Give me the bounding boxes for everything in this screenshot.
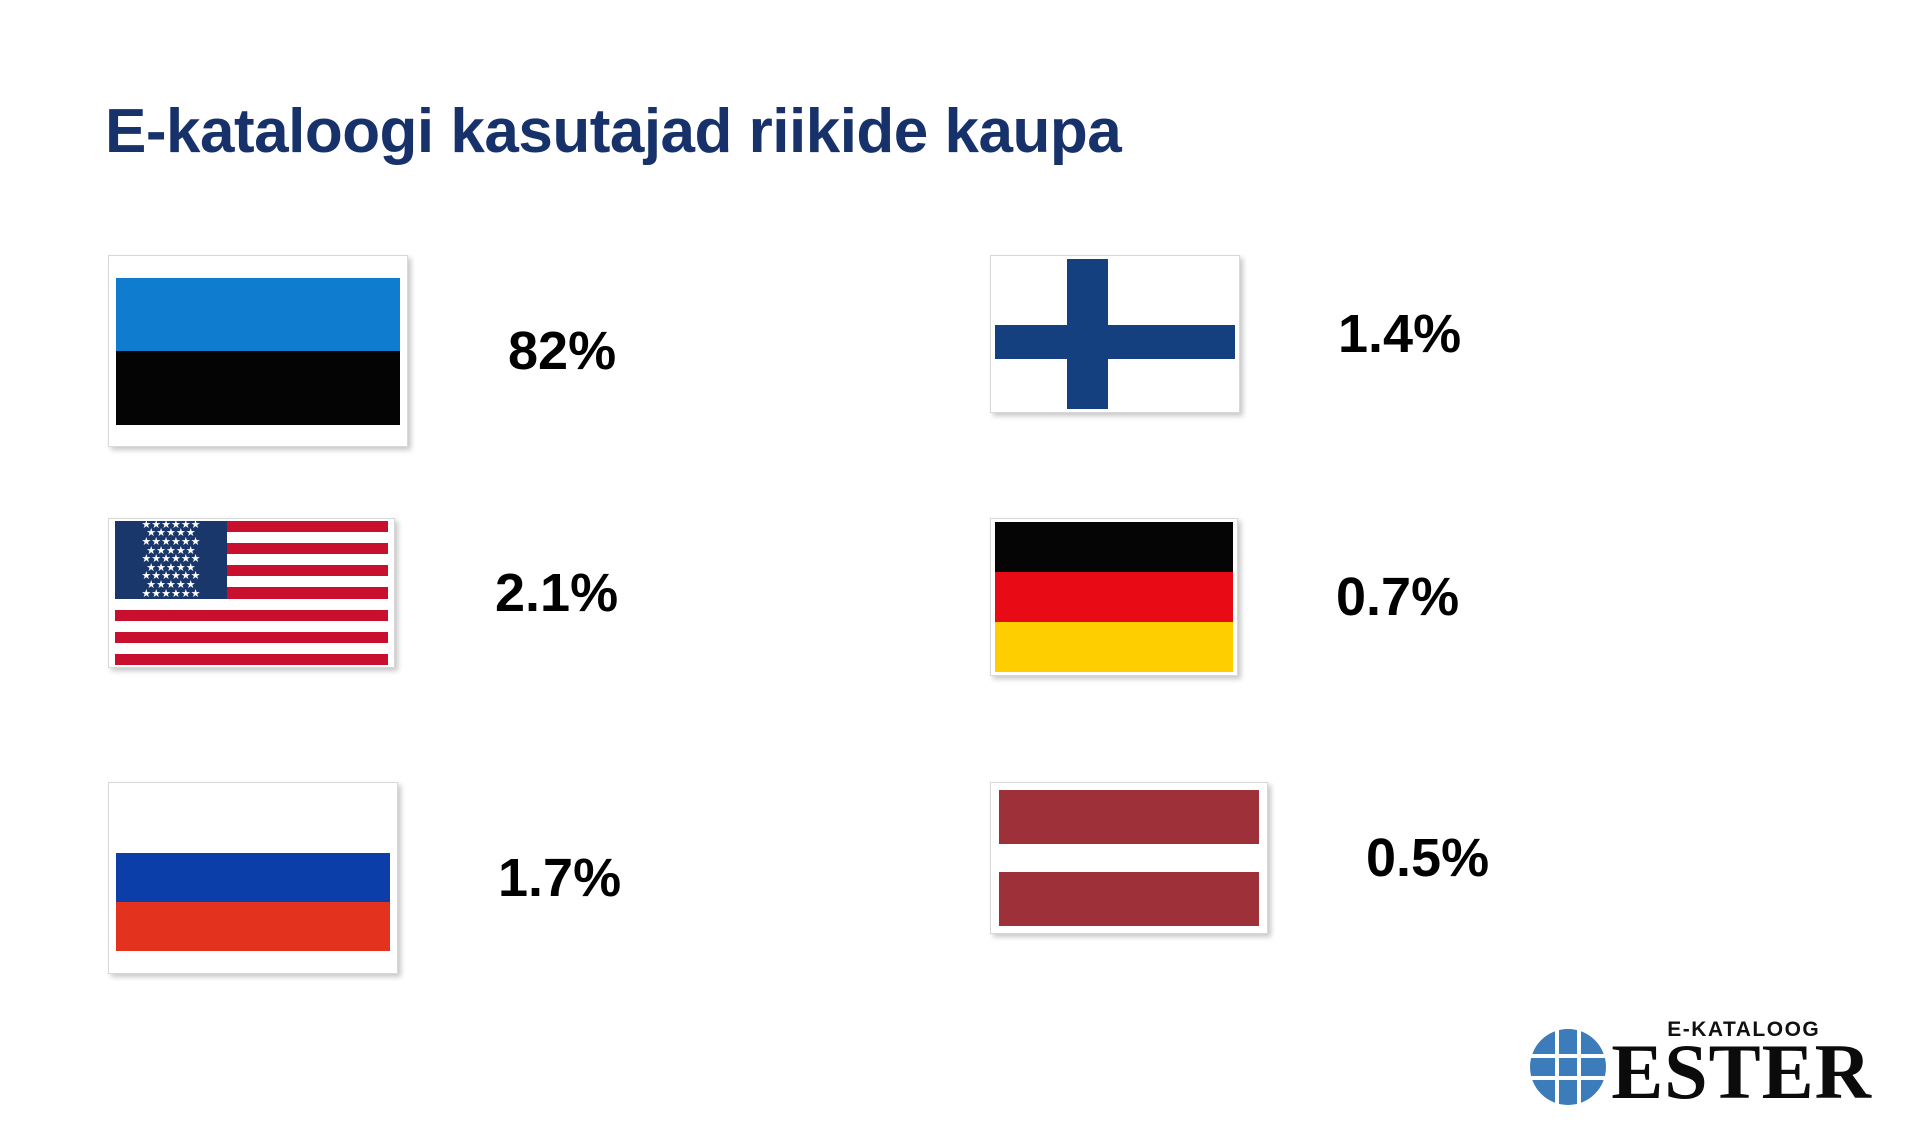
page-title: E-kataloogi kasutajad riikide kaupa [105, 97, 1122, 166]
percent-germany: 0.7% [1336, 567, 1460, 627]
flag-germany-icon [990, 518, 1238, 676]
flag-russia-icon [108, 782, 398, 974]
flag-latvia-icon [990, 782, 1268, 934]
country-row-germany: 0.7% [990, 518, 1459, 676]
percent-estonia: 82% [508, 321, 617, 381]
percent-united-states: 2.1% [495, 563, 619, 623]
ester-logo: E-KATALOOG ESTER [1529, 1018, 1872, 1116]
flag-finland-icon [990, 255, 1240, 413]
country-row-russia: 1.7% [108, 782, 621, 974]
ester-grid-circle-icon [1529, 1028, 1607, 1106]
percent-latvia: 0.5% [1366, 828, 1490, 888]
percent-finland: 1.4% [1338, 304, 1462, 364]
flag-estonia-icon [108, 255, 408, 447]
flag-usa-icon: ★★★★★★ ★★★★★ ★★★★★★ ★★★★★ ★★★★★★ ★★★★★ ★… [108, 518, 395, 668]
country-row-united-states: ★★★★★★ ★★★★★ ★★★★★★ ★★★★★ ★★★★★★ ★★★★★ ★… [108, 518, 618, 668]
logo-wordmark: ESTER [1611, 1028, 1872, 1116]
country-row-estonia: 82% [108, 255, 616, 447]
logo-tagline: E-KATALOOG [1667, 1018, 1821, 1042]
country-row-latvia: 0.5% [990, 782, 1489, 934]
country-row-finland: 1.4% [990, 255, 1461, 413]
percent-russia: 1.7% [498, 848, 622, 908]
